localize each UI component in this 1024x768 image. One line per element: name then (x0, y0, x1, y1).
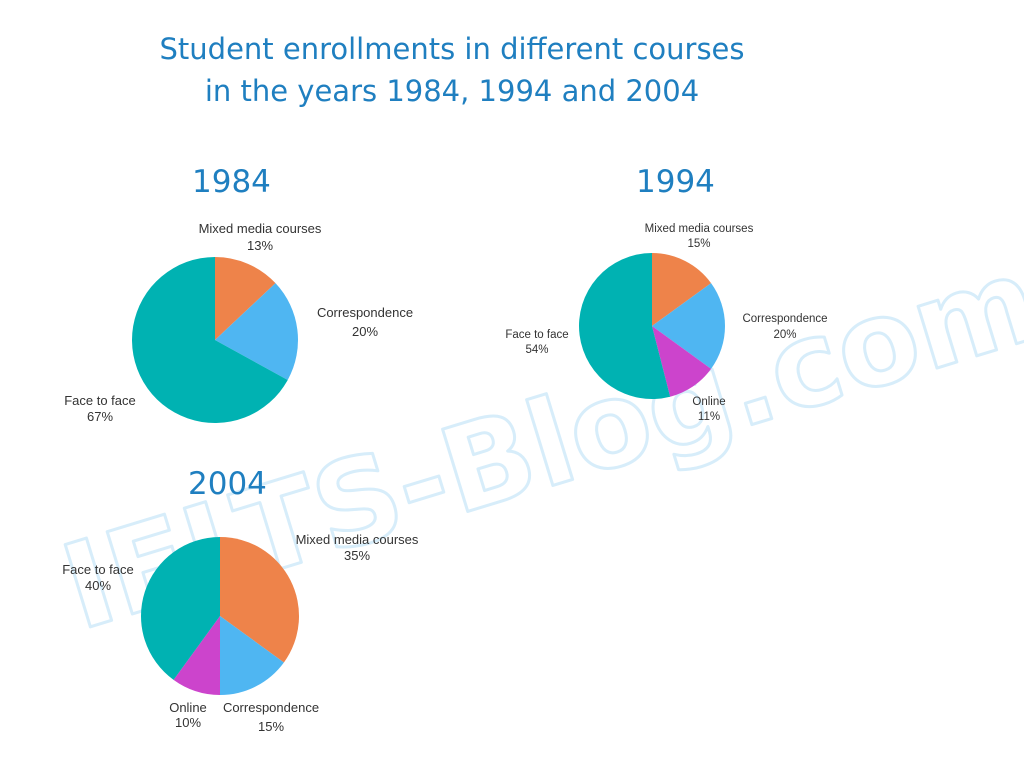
slice-label-1984-face-to-face: Face to face (64, 393, 136, 408)
page-title: Student enrollments in different courses… (0, 28, 904, 112)
pie-slice-2004-mixed-media-courses (220, 537, 300, 663)
title-line-2: in the years 1984, 1994 and 2004 (204, 74, 700, 108)
title-line-1: Student enrollments in different courses (159, 32, 745, 66)
slice-label-1984-mixed-media-courses: Mixed media courses (199, 221, 322, 236)
pie-slice-2004-correspondence (220, 616, 284, 695)
slice-value-1994-online: 11% (698, 411, 720, 423)
slice-value-1984-mixed-media-courses: 13% (247, 238, 273, 253)
chart-title-1984: 1984 (192, 164, 271, 200)
pie-slice-1984-correspondence (215, 283, 298, 380)
pie-slice-1994-online (652, 326, 712, 397)
pie-slice-2004-face-to-face (140, 537, 220, 680)
slice-label-2004-face-to-face: Face to face (62, 562, 134, 577)
slice-label-1994-mixed-media-courses: Mixed media courses (645, 223, 754, 235)
slice-value-1984-face-to-face: 67% (87, 409, 113, 424)
pie-slice-1994-mixed-media-courses (652, 253, 712, 326)
slice-label-2004-correspondence: Correspondence (223, 700, 319, 715)
slice-label-2004-online: Online (169, 700, 207, 715)
slice-value-2004-mixed-media-courses: 35% (344, 548, 370, 563)
slice-value-2004-face-to-face: 40% (85, 578, 111, 593)
slice-value-2004-online: 10% (175, 715, 201, 730)
pie-slice-2004-online (173, 616, 220, 695)
slice-value-1994-mixed-media-courses: 15% (687, 238, 710, 250)
slice-value-2004-correspondence: 15% (258, 719, 284, 734)
pie-slice-1984-mixed-media-courses (215, 257, 276, 340)
slice-label-1994-correspondence: Correspondence (742, 313, 827, 325)
chart-title-2004: 2004 (188, 466, 267, 502)
pie-slice-1994-correspondence (652, 283, 726, 369)
pie-slice-1984-face-to-face (131, 257, 288, 423)
slice-label-1994-face-to-face: Face to face (505, 329, 568, 341)
slice-value-1994-face-to-face: 54% (525, 344, 548, 356)
slice-label-2004-mixed-media-courses: Mixed media courses (296, 532, 419, 547)
slice-value-1984-correspondence: 20% (352, 324, 378, 339)
slice-label-1994-online: Online (692, 396, 725, 408)
slice-label-1984-correspondence: Correspondence (317, 305, 413, 320)
slice-value-1994-correspondence: 20% (773, 329, 796, 341)
pie-slice-1994-face-to-face (579, 253, 671, 399)
chart-title-1994: 1994 (636, 164, 715, 200)
